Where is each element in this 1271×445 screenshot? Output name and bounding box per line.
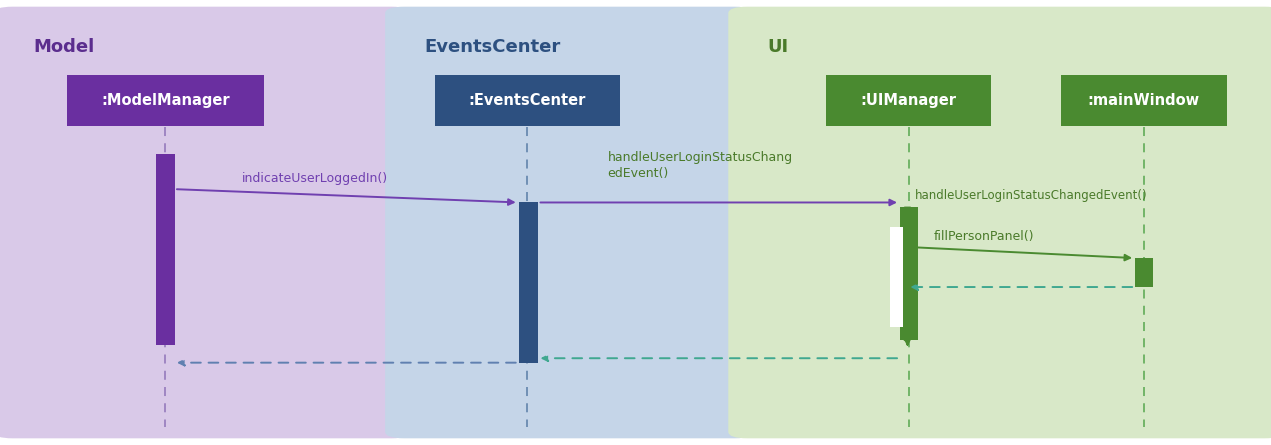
Text: :mainWindow: :mainWindow [1088, 93, 1200, 108]
Text: :EventsCenter: :EventsCenter [469, 93, 586, 108]
Text: EventsCenter: EventsCenter [425, 38, 561, 56]
Text: UI: UI [768, 38, 789, 56]
FancyBboxPatch shape [728, 7, 1271, 438]
Text: fillPersonPanel(): fillPersonPanel() [934, 230, 1035, 243]
Bar [155, 154, 175, 345]
FancyBboxPatch shape [0, 7, 411, 438]
FancyBboxPatch shape [67, 74, 264, 125]
Text: indicateUserLoggedIn(): indicateUserLoggedIn() [241, 172, 388, 185]
Text: :UIManager: :UIManager [860, 93, 957, 108]
FancyBboxPatch shape [1061, 74, 1227, 125]
Bar [900, 207, 918, 340]
Bar [1135, 258, 1153, 287]
FancyBboxPatch shape [435, 74, 620, 125]
Bar [890, 227, 902, 327]
Text: :ModelManager: :ModelManager [100, 93, 230, 108]
Text: handleUserLoginStatusChang
edEvent(): handleUserLoginStatusChang edEvent() [608, 151, 793, 180]
Bar [519, 202, 538, 363]
Text: handleUserLoginStatusChangedEvent(): handleUserLoginStatusChangedEvent() [915, 190, 1148, 202]
FancyBboxPatch shape [826, 74, 991, 125]
FancyBboxPatch shape [385, 7, 754, 438]
Text: Model: Model [33, 38, 94, 56]
